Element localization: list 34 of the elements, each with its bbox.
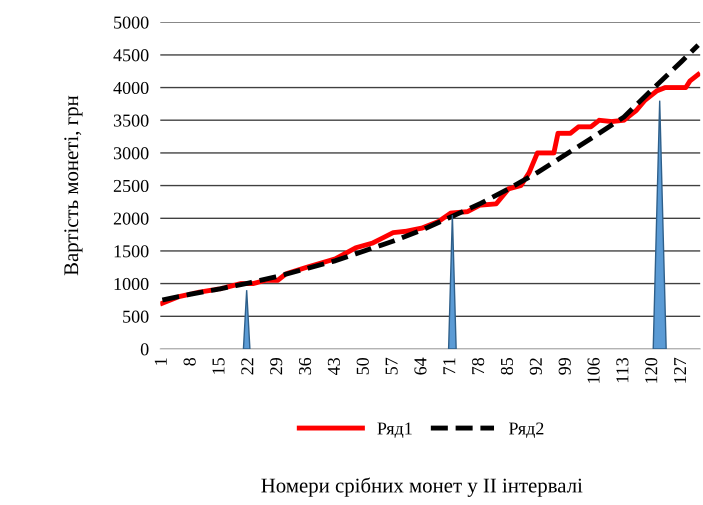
x-tick-label: 29: [270, 358, 282, 375]
x-tick-label: 43: [328, 358, 340, 375]
x-tick-label: 22: [241, 358, 254, 375]
y-tick-label: 5000: [114, 16, 148, 29]
x-tick-label: 127: [674, 358, 686, 383]
y-tick-label: 2500: [114, 180, 148, 192]
x-tick-label: 120: [645, 358, 658, 383]
y-tick-label: 1500: [114, 245, 148, 258]
x-tick-label: 78: [472, 358, 484, 374]
x-tick-label: 113: [616, 358, 628, 382]
x-tick-label: 85: [500, 358, 514, 375]
x-tick-label: 92: [530, 358, 542, 375]
y-axis-title: Вартість монеті, грн: [64, 96, 83, 276]
y-tick-label: 4500: [113, 49, 148, 62]
legend-label: Ряд2: [508, 422, 544, 438]
y-tick-label: 4000: [113, 82, 148, 94]
x-tick-label: 57: [386, 358, 398, 374]
legend-label: Ряд1: [377, 422, 412, 438]
x-tick-label: 50: [356, 358, 369, 374]
x-tick-label: 71: [443, 358, 456, 374]
y-tick-label: 3500: [114, 114, 148, 127]
y-tick-label: 0: [140, 343, 148, 356]
y-tick-label: 3000: [114, 147, 148, 160]
x-tick-label: 99: [558, 358, 571, 375]
y-tick-label: 500: [123, 310, 148, 323]
x-axis-title: Номери срібних монет у II інтервалі: [261, 477, 582, 497]
y-tick-label: 1000: [114, 278, 148, 290]
x-tick-label: 36: [298, 358, 312, 374]
x-tick-label: 15: [212, 358, 225, 374]
y-tick-label: 2000: [114, 212, 148, 225]
x-tick-label: 106: [587, 358, 600, 383]
x-tick-label: 64: [414, 358, 427, 375]
x-tick-label: 1: [154, 358, 167, 365]
x-tick-label: 8: [184, 358, 196, 366]
